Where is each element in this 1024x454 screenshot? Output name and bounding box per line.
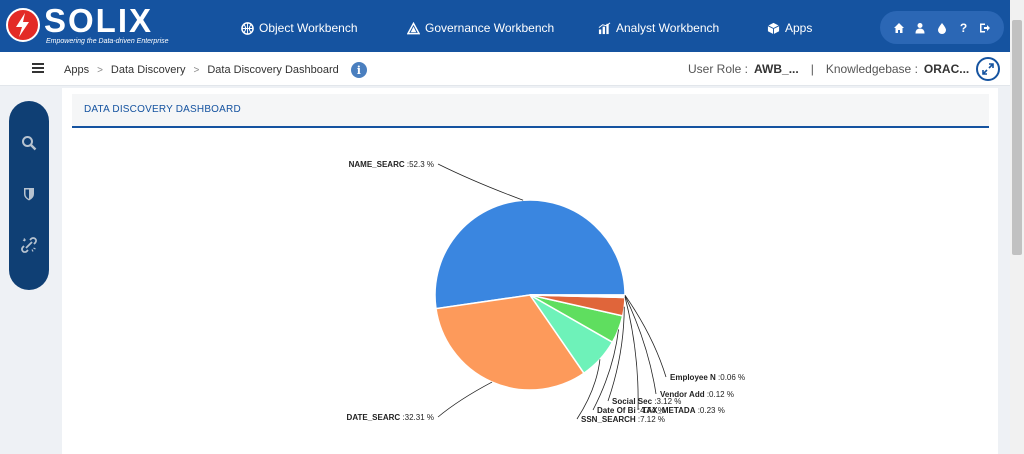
cube-icon (767, 22, 780, 34)
context-divider: | (810, 62, 814, 76)
user-role-value[interactable]: AWB_... (754, 62, 799, 76)
brand-tagline: Empowering the Data-driven Enterprise (46, 38, 169, 45)
left-tool-rail (9, 101, 49, 290)
knowledgebase-label: Knowledgebase : (825, 62, 918, 76)
breadcrumb-apps[interactable]: Apps (64, 64, 90, 76)
pie-label-connector (607, 306, 625, 402)
panel-title: DATA DISCOVERY DASHBOARD (84, 104, 241, 115)
drop-icon[interactable] (935, 21, 949, 35)
knowledgebase-value[interactable]: ORAC... (923, 62, 970, 76)
pie-data-label: Social Sec :3.12 % (612, 397, 681, 406)
pie-label-value: :0.06 % (716, 373, 745, 382)
pie-label-value: :0.23 % (695, 406, 724, 415)
pie-slice-name-searc[interactable] (434, 199, 626, 310)
pie-label-name: TAX_METADA (642, 406, 696, 415)
logout-icon[interactable] (978, 21, 992, 35)
user-role-label: User Role : (688, 62, 749, 76)
pie-label-connector (576, 359, 601, 420)
user-context: User Role : AWB_... | Knowledgebase : OR… (688, 62, 969, 76)
pie-label-connector (624, 294, 667, 378)
breadcrumb-current-page: Data Discovery Dashboard (207, 64, 339, 76)
chevron-right-icon: > (193, 64, 200, 76)
pie-label-name: Vendor Add (660, 390, 705, 399)
pie-label-name: Date Of Bi (597, 406, 636, 415)
nav-object-workbench[interactable]: Object Workbench (241, 18, 358, 38)
user-icon[interactable] (913, 21, 927, 35)
top-icon-group: ? (880, 11, 1004, 44)
pie-data-label: Vendor Add :0.12 % (660, 390, 734, 399)
basketball-icon (241, 21, 254, 35)
pie-label-value: :52.3 % (405, 160, 434, 169)
pie-label-name: NAME_SEARC (349, 160, 405, 169)
breadcrumb: Apps > Data Discovery > Data Discovery D… (64, 62, 367, 78)
search-icon[interactable] (21, 135, 37, 151)
expand-icon[interactable] (976, 57, 1000, 81)
pie-label-name: SSN_SEARCH (581, 415, 636, 424)
pie-label-connector (624, 295, 657, 395)
pie-label-value: :4.74 % (636, 406, 665, 415)
chevron-right-icon: > (97, 64, 103, 76)
pie-label-name: DATE_SEARC (347, 413, 401, 422)
pie-label-name: Social Sec (612, 397, 653, 406)
nav-label: Object Workbench (259, 21, 358, 35)
breadcrumb-bar: Apps > Data Discovery > Data Discovery D… (0, 52, 1010, 86)
shield-icon[interactable] (21, 186, 37, 202)
panel-header: DATA DISCOVERY DASHBOARD (72, 94, 989, 128)
pie-label-value: :0.12 % (705, 390, 734, 399)
dashboard-panel: DATA DISCOVERY DASHBOARD NAME_SEARC :52.… (62, 88, 998, 454)
pie-label-name: Employee N (670, 373, 716, 382)
unlink-icon[interactable] (21, 237, 37, 253)
pie-label-connector (624, 296, 639, 411)
nav-apps[interactable]: Apps (767, 18, 812, 38)
pie-label-connector (592, 329, 619, 411)
lightning-logo-icon (6, 8, 40, 42)
help-icon[interactable]: ? (959, 20, 968, 35)
pie-data-label: DATE_SEARC :32.31 % (347, 413, 434, 422)
pie-data-label: NAME_SEARC :52.3 % (349, 160, 434, 169)
pie-label-value: :7.12 % (636, 415, 665, 424)
solix-logo[interactable]: SOLIX Empowering the Data-driven Enterpr… (6, 2, 176, 48)
pie-label-value: :32.31 % (400, 413, 434, 422)
pie-data-label: TAX_METADA :0.23 % (642, 406, 725, 415)
pie-label-connector (437, 163, 524, 201)
pie-label-value: :3.12 % (652, 397, 681, 406)
data-discovery-pie-chart: NAME_SEARC :52.3 % DATE_SEARC :32.31 % SSN… (347, 160, 746, 424)
nav-label: Governance Workbench (425, 21, 555, 35)
pie-data-label: Date Of Bi :4.74 % (597, 406, 665, 415)
pie-label-connector (437, 381, 493, 418)
nav-governance-workbench[interactable]: Governance Workbench (407, 18, 554, 38)
breadcrumb-data-discovery[interactable]: Data Discovery (110, 64, 186, 76)
bar-chart-icon (598, 22, 611, 34)
nav-label: Apps (785, 21, 813, 35)
brand-name: SOLIX (44, 2, 154, 39)
scrollbar-thumb[interactable] (1012, 20, 1022, 255)
triangle-icon (407, 21, 420, 34)
hamburger-menu-icon[interactable] (32, 63, 44, 73)
home-icon[interactable] (892, 21, 906, 35)
nav-label: Analyst Workbench (616, 21, 720, 35)
nav-analyst-workbench[interactable]: Analyst Workbench (598, 18, 719, 38)
pie-data-label: SSN_SEARCH :7.12 % (581, 415, 665, 424)
info-icon[interactable]: i (350, 62, 367, 78)
top-navigation-bar: SOLIX Empowering the Data-driven Enterpr… (0, 0, 1010, 52)
pie-data-label: Employee N :0.06 % (670, 373, 745, 382)
